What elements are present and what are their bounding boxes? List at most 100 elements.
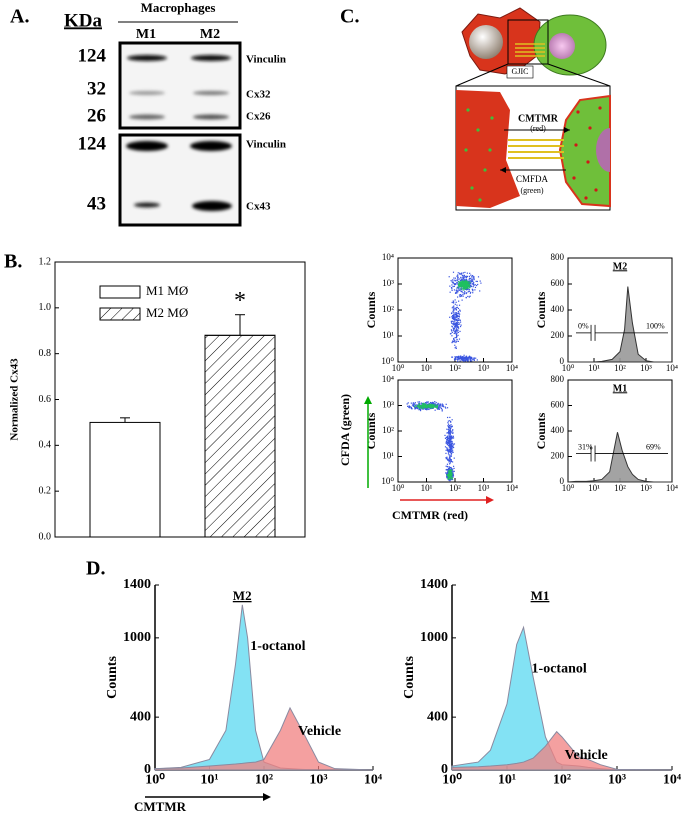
event-dot	[422, 403, 425, 405]
event-dot	[434, 403, 436, 406]
event-dot	[468, 356, 470, 358]
event-dot	[434, 406, 436, 408]
band-label: Cx32	[246, 89, 271, 101]
event-dot	[449, 437, 451, 439]
y-tick-label: 1.2	[39, 256, 52, 267]
y-tick-label: 10⁰	[381, 476, 394, 486]
event-dot	[438, 407, 440, 409]
zoom-box	[507, 19, 549, 65]
charts: 0.0 0.2 0.4 0.6 0.8 1.0 1.2 Normalized Cx43 M1 M…	[9, 252, 682, 813]
event-dot	[472, 358, 474, 360]
event-dot	[474, 286, 477, 289]
x-tick-label: 10⁰	[392, 363, 405, 373]
event-dot	[461, 281, 463, 283]
event-dot	[430, 407, 432, 410]
event-dot	[447, 468, 449, 471]
event-dot	[422, 406, 424, 408]
event-dot	[465, 282, 467, 284]
event-dot	[430, 403, 432, 405]
event-dot	[448, 439, 450, 441]
event-dot	[452, 300, 454, 302]
x-tick-label: 10⁰	[562, 363, 575, 373]
event-dot	[458, 327, 460, 329]
event-dot	[463, 360, 465, 362]
event-dot	[455, 307, 457, 309]
event-dot	[457, 318, 459, 320]
event-dot	[451, 438, 453, 440]
y-tick-label: 10⁰	[381, 356, 394, 366]
arrow-head	[564, 127, 570, 133]
x-tick-label: 10²	[449, 483, 461, 493]
event-dot	[466, 275, 469, 278]
y-tick-label: 400	[130, 709, 151, 724]
event-dot	[451, 436, 453, 438]
event-dot	[450, 449, 453, 451]
event-dot	[479, 280, 481, 282]
event-dot	[457, 326, 459, 329]
event-dot	[428, 405, 430, 407]
event-dot	[429, 401, 432, 404]
event-dot	[426, 403, 429, 405]
event-dot	[447, 443, 449, 445]
event-dot	[453, 319, 456, 321]
event-dot	[460, 294, 462, 297]
event-dot	[465, 357, 467, 359]
event-dot	[452, 446, 455, 449]
event-dot	[444, 437, 447, 439]
event-dot	[471, 279, 474, 281]
event-dot	[467, 295, 469, 298]
event-dot	[463, 280, 465, 282]
y-tick-label: 0.6	[39, 394, 52, 405]
event-dot	[464, 292, 466, 294]
event-dot	[457, 272, 459, 274]
event-dot	[450, 440, 453, 442]
event-dot	[447, 459, 449, 461]
event-dot	[466, 279, 468, 281]
event-dot	[467, 283, 469, 286]
event-dot	[462, 294, 464, 296]
event-dot	[463, 279, 465, 281]
event-dot	[461, 280, 463, 283]
event-dot	[469, 282, 472, 284]
event-dot	[461, 284, 463, 286]
event-dot	[449, 431, 451, 433]
event-dot	[445, 465, 447, 467]
event-dot	[468, 280, 470, 282]
event-dot	[456, 304, 458, 306]
event-dot	[449, 466, 451, 469]
event-dot	[446, 465, 449, 468]
event-dot	[466, 285, 468, 287]
chart-bar: 0.0 0.2 0.4 0.6 0.8 1.0 1.2 Normalized Cx43 M1 M…	[9, 256, 306, 542]
event-dot	[448, 475, 450, 477]
event-dot	[465, 276, 467, 278]
event-dot	[436, 405, 438, 407]
event-dot	[421, 407, 423, 409]
x-tick-label: 10⁴	[666, 363, 678, 373]
event-dot	[452, 323, 454, 325]
event-dot	[470, 281, 472, 283]
event-dot	[454, 324, 456, 326]
event-dot	[411, 404, 414, 406]
panel-label: D.	[86, 558, 105, 580]
event-dot	[431, 405, 433, 408]
gjic-diagram: GJIC CMTMR (red) CMFDA (green)	[455, 7, 611, 211]
event-dot	[455, 314, 457, 316]
event-dot	[450, 474, 452, 476]
event-dot	[447, 469, 450, 471]
event-dot	[458, 288, 460, 290]
event-dot	[465, 286, 467, 288]
event-dot	[434, 409, 436, 411]
event-dot	[430, 406, 432, 408]
event-dot	[448, 427, 450, 429]
event-dot	[470, 285, 473, 288]
red-dots	[572, 106, 602, 200]
chart-title: M2	[233, 588, 252, 603]
event-dot	[446, 447, 448, 449]
event-dot	[453, 330, 455, 332]
event-dot	[448, 469, 450, 472]
band	[193, 91, 229, 95]
event-dot	[473, 279, 475, 281]
event-dot	[454, 311, 456, 314]
y-tick-label: 0.8	[39, 348, 52, 359]
event-dot	[460, 295, 462, 297]
